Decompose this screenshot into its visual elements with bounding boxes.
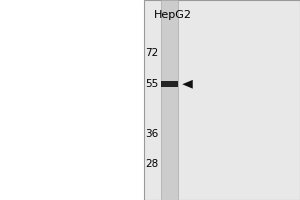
Text: 72: 72 xyxy=(145,48,158,58)
Polygon shape xyxy=(182,80,193,89)
Text: 36: 36 xyxy=(145,129,158,139)
Bar xyxy=(161,81,178,87)
FancyBboxPatch shape xyxy=(144,0,300,200)
Text: 55: 55 xyxy=(145,79,158,89)
Text: HepG2: HepG2 xyxy=(154,10,191,20)
Bar xyxy=(161,0,178,200)
Text: 28: 28 xyxy=(145,159,158,169)
